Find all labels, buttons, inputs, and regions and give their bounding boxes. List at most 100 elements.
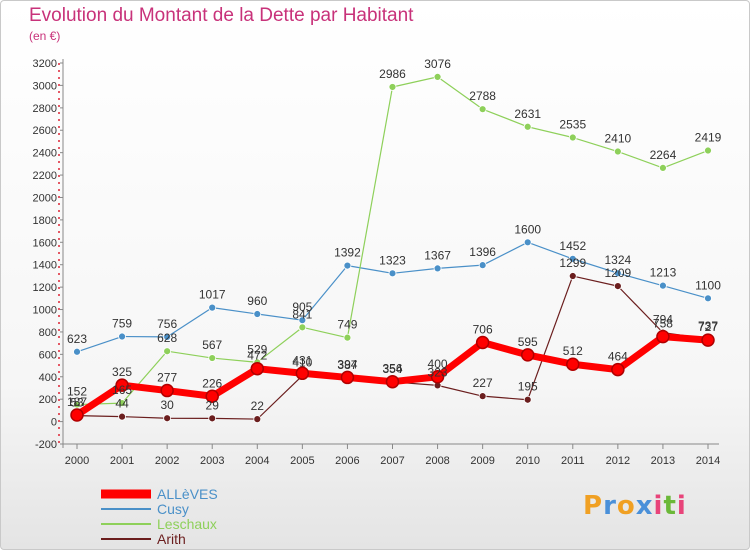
legend-label-leschaux: Leschaux	[157, 516, 217, 532]
point-arith	[208, 414, 217, 423]
data-label-arith: 195	[518, 380, 538, 394]
data-label-all-ves: 226	[202, 376, 222, 390]
logo-letter: t	[663, 491, 677, 521]
y-tick-label: 2200	[33, 170, 57, 182]
point-all-ves	[160, 383, 174, 398]
data-label-arith: 794	[653, 313, 673, 327]
data-label-cusy: 1452	[559, 239, 586, 253]
y-tick-label: 400	[39, 372, 57, 384]
point-arith	[253, 415, 262, 424]
y-tick-label: 0	[51, 417, 57, 429]
data-label-arith: 354	[382, 362, 402, 376]
point-arith	[118, 412, 126, 421]
x-tick-label: 2003	[200, 455, 224, 467]
data-label-cusy: 1213	[650, 266, 677, 280]
point-leschaux	[659, 163, 667, 172]
data-label-leschaux: 2986	[379, 67, 406, 81]
x-tick-label: 2014	[696, 455, 720, 467]
point-all-ves	[520, 348, 535, 362]
point-all-ves	[611, 362, 625, 377]
data-label-all-ves: 512	[563, 344, 583, 358]
data-label-all-ves: 706	[473, 322, 493, 336]
chart-title: Evolution du Montant de la Dette par Hab…	[29, 5, 414, 26]
y-tick-label: 1600	[33, 237, 57, 249]
y-tick-label: 800	[39, 327, 57, 339]
data-label-arith: 53	[70, 396, 84, 410]
logo-letter: o	[616, 491, 636, 521]
point-all-ves	[205, 389, 219, 404]
logo-letter: P	[583, 491, 604, 521]
y-tick-label: 600	[39, 349, 57, 361]
y-tick-label: 2600	[33, 125, 57, 137]
x-tick-label: 2007	[380, 455, 404, 467]
data-label-cusy: 1600	[514, 222, 541, 236]
point-cusy	[253, 310, 262, 318]
logo-letter: r	[603, 491, 617, 521]
point-cusy	[343, 261, 352, 270]
point-all-ves	[250, 361, 265, 376]
logo-letter: i	[653, 491, 664, 521]
point-leschaux	[523, 122, 532, 131]
point-leschaux	[388, 83, 397, 91]
legend-label-all-ves: ALLèVES	[157, 486, 218, 502]
point-cusy	[568, 254, 577, 263]
point-all-ves	[430, 370, 445, 384]
chart-subtitle: (en €)	[29, 29, 61, 43]
x-tick-label: 2004	[245, 455, 269, 467]
point-all-ves	[295, 366, 310, 381]
x-tick-label: 2006	[335, 455, 359, 467]
data-label-all-ves: 400	[428, 357, 448, 371]
data-label-all-ves: 464	[608, 350, 628, 364]
data-label-arith: 227	[473, 376, 493, 390]
x-tick-label: 2001	[110, 455, 134, 467]
point-all-ves	[115, 378, 129, 392]
y-tick-label: 1000	[33, 305, 57, 317]
data-label-all-ves: 595	[518, 335, 538, 349]
data-label-arith: 44	[115, 397, 129, 411]
data-label-leschaux: 2264	[650, 148, 677, 162]
point-leschaux	[613, 147, 622, 156]
data-label-all-ves: 472	[247, 349, 267, 363]
point-cusy	[478, 261, 487, 270]
y-tick-label: 1200	[33, 282, 57, 294]
point-leschaux	[433, 72, 442, 81]
y-tick-label: 1800	[33, 215, 57, 227]
point-arith	[478, 392, 487, 401]
point-all-ves	[340, 370, 355, 385]
y-tick-label: 2800	[33, 103, 57, 115]
point-all-ves	[70, 408, 84, 422]
point-leschaux	[118, 399, 126, 407]
point-arith	[613, 282, 622, 291]
data-label-cusy: 1324	[605, 253, 632, 267]
point-all-ves	[566, 357, 580, 371]
logo-letter: x	[635, 491, 654, 521]
x-tick-label: 2008	[425, 455, 449, 467]
data-label-leschaux: 2410	[605, 132, 632, 146]
point-cusy	[613, 269, 622, 278]
point-cusy	[73, 347, 81, 356]
data-label-arith: 387	[337, 358, 357, 372]
data-label-cusy: 1017	[199, 288, 226, 302]
y-tick-label: 1400	[33, 260, 57, 272]
y-tick-label: 200	[39, 394, 57, 406]
point-all-ves	[385, 374, 400, 389]
data-label-arith: 1209	[605, 266, 632, 280]
data-label-cusy: 960	[247, 294, 267, 308]
data-label-leschaux: 165	[112, 383, 132, 397]
data-label-arith: 737	[698, 319, 718, 333]
legend-label-cusy: Cusy	[157, 501, 189, 517]
x-tick-label: 2010	[515, 455, 539, 467]
point-cusy	[704, 294, 712, 303]
data-label-leschaux: 152	[67, 385, 87, 399]
point-cusy	[523, 238, 532, 247]
point-leschaux	[73, 400, 81, 409]
data-label-leschaux: 567	[202, 338, 222, 352]
data-label-all-ves: 758	[653, 317, 673, 331]
data-label-cusy: 1323	[379, 253, 406, 267]
x-tick-label: 2013	[651, 455, 675, 467]
point-leschaux	[704, 146, 712, 155]
point-all-ves	[475, 335, 490, 350]
data-label-leschaux: 3076	[424, 57, 451, 71]
data-label-leschaux: 841	[292, 307, 312, 321]
